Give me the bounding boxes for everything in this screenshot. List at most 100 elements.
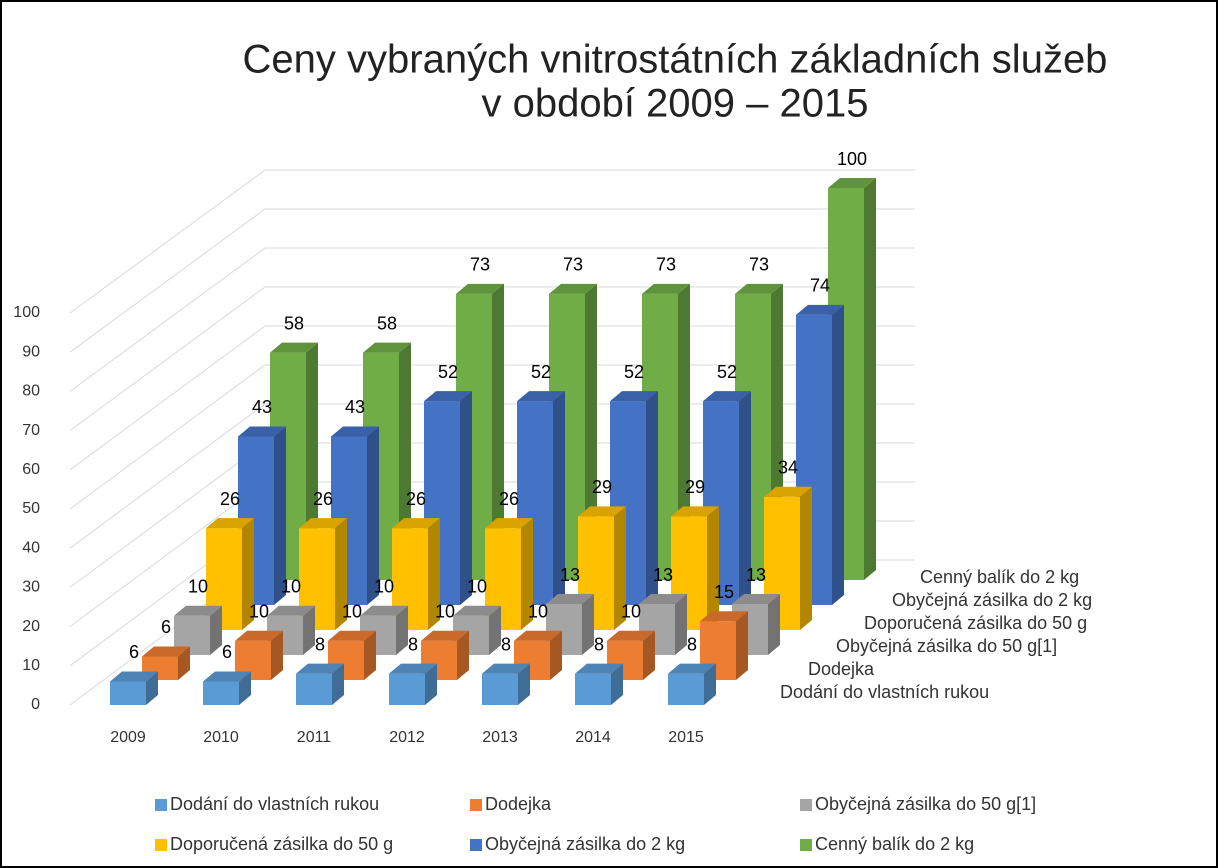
data-label: 13 xyxy=(746,565,766,585)
bar-top xyxy=(203,671,251,682)
data-label: 73 xyxy=(749,255,769,275)
y-tick-label: 10 xyxy=(22,657,40,674)
data-label: 26 xyxy=(499,489,519,509)
bar-top xyxy=(639,594,687,605)
data-label: 26 xyxy=(406,489,426,509)
bar-side xyxy=(582,594,594,655)
data-label: 13 xyxy=(653,565,673,585)
bar-side xyxy=(396,605,408,655)
bar-top xyxy=(235,630,283,641)
data-label: 29 xyxy=(685,477,705,497)
y-tick-label: 50 xyxy=(22,500,40,517)
bar-top xyxy=(424,391,472,402)
bar-side xyxy=(550,630,562,680)
bar xyxy=(235,630,283,680)
legend-swatch xyxy=(800,839,812,851)
data-label: 29 xyxy=(592,477,612,497)
data-label: 10 xyxy=(281,577,301,597)
data-label: 58 xyxy=(284,313,304,333)
data-label: 10 xyxy=(621,602,641,622)
y-tick-label: 0 xyxy=(31,696,40,713)
bar-top xyxy=(607,630,655,641)
bar xyxy=(110,671,158,705)
bar-top xyxy=(546,594,594,605)
bar-top xyxy=(392,518,440,529)
bar-front xyxy=(110,681,146,705)
bar-side xyxy=(614,506,626,630)
bar-side xyxy=(832,304,844,605)
bar-top xyxy=(735,283,783,294)
bar-top xyxy=(828,178,876,188)
legend-label: Doporučená zásilka do 50 g xyxy=(170,834,393,854)
legend-label: Cenný balík do 2 kg xyxy=(815,834,974,854)
bar-side xyxy=(864,178,876,580)
y-tick-label: 30 xyxy=(22,579,40,596)
series-axis-label: Dodání do vlastních rukou xyxy=(780,682,989,702)
bar-top xyxy=(764,486,812,497)
data-label: 74 xyxy=(810,276,830,296)
bar-side xyxy=(178,646,190,680)
bar-front xyxy=(392,528,428,630)
bar-side xyxy=(428,518,440,630)
bar xyxy=(299,518,347,630)
bar-front xyxy=(203,681,239,705)
bar-side xyxy=(239,671,251,705)
data-label: 100 xyxy=(837,149,867,169)
bar-top xyxy=(238,426,286,437)
bar-top xyxy=(206,518,254,529)
data-label: 58 xyxy=(377,313,397,333)
legend-swatch xyxy=(800,799,812,811)
grid-line xyxy=(69,247,915,392)
data-label: 52 xyxy=(624,362,644,382)
bar-top xyxy=(331,426,379,437)
bar-top xyxy=(363,342,411,353)
series-axis-label: Doporučená zásilka do 50 g xyxy=(864,613,1087,633)
bar-side xyxy=(335,518,347,630)
series-axis-label: Obyčejná zásilka do 2 kg xyxy=(892,590,1092,610)
bar-front xyxy=(482,673,518,705)
bar-side xyxy=(521,518,533,630)
bar xyxy=(639,594,687,655)
data-label: 52 xyxy=(438,362,458,382)
bar-top xyxy=(514,630,562,641)
chart-title: Ceny vybraných vnitrostátních základních… xyxy=(243,38,1108,82)
bar-top xyxy=(700,611,748,622)
bar-side xyxy=(303,605,315,655)
data-label: 10 xyxy=(528,602,548,622)
bar-top xyxy=(299,518,347,529)
legend-swatch xyxy=(155,799,167,811)
bar-front xyxy=(668,673,704,705)
bar-top xyxy=(110,671,158,682)
bar-front xyxy=(575,673,611,705)
legend-label: Obyčejná zásilka do 2 kg xyxy=(485,834,685,854)
data-label: 13 xyxy=(560,565,580,585)
bar xyxy=(206,518,254,630)
data-label: 34 xyxy=(778,457,798,477)
bar-side xyxy=(210,605,222,655)
bar-top xyxy=(142,646,190,657)
data-label: 10 xyxy=(188,577,208,597)
bar-side xyxy=(704,663,716,705)
data-label: 43 xyxy=(345,397,365,417)
bar-top xyxy=(267,605,315,616)
data-label: 10 xyxy=(467,577,487,597)
bar-side xyxy=(585,283,597,580)
bar-top xyxy=(549,283,597,294)
bar-side xyxy=(364,630,376,680)
bar xyxy=(392,518,440,630)
bar-side xyxy=(460,391,472,605)
bar-side xyxy=(367,426,379,605)
x-tick-label: 2009 xyxy=(110,729,146,746)
bar xyxy=(203,671,251,705)
series-axis-label: Cenný balík do 2 kg xyxy=(920,567,1079,587)
bar xyxy=(575,663,623,705)
bar-front xyxy=(299,528,335,630)
data-label: 52 xyxy=(717,362,737,382)
y-tick-label: 20 xyxy=(22,618,40,635)
bar xyxy=(607,630,655,680)
bar-top xyxy=(389,663,437,674)
bar-front xyxy=(296,673,332,705)
bar-side xyxy=(800,486,812,630)
grid-line xyxy=(69,403,915,549)
bar-side xyxy=(271,630,283,680)
